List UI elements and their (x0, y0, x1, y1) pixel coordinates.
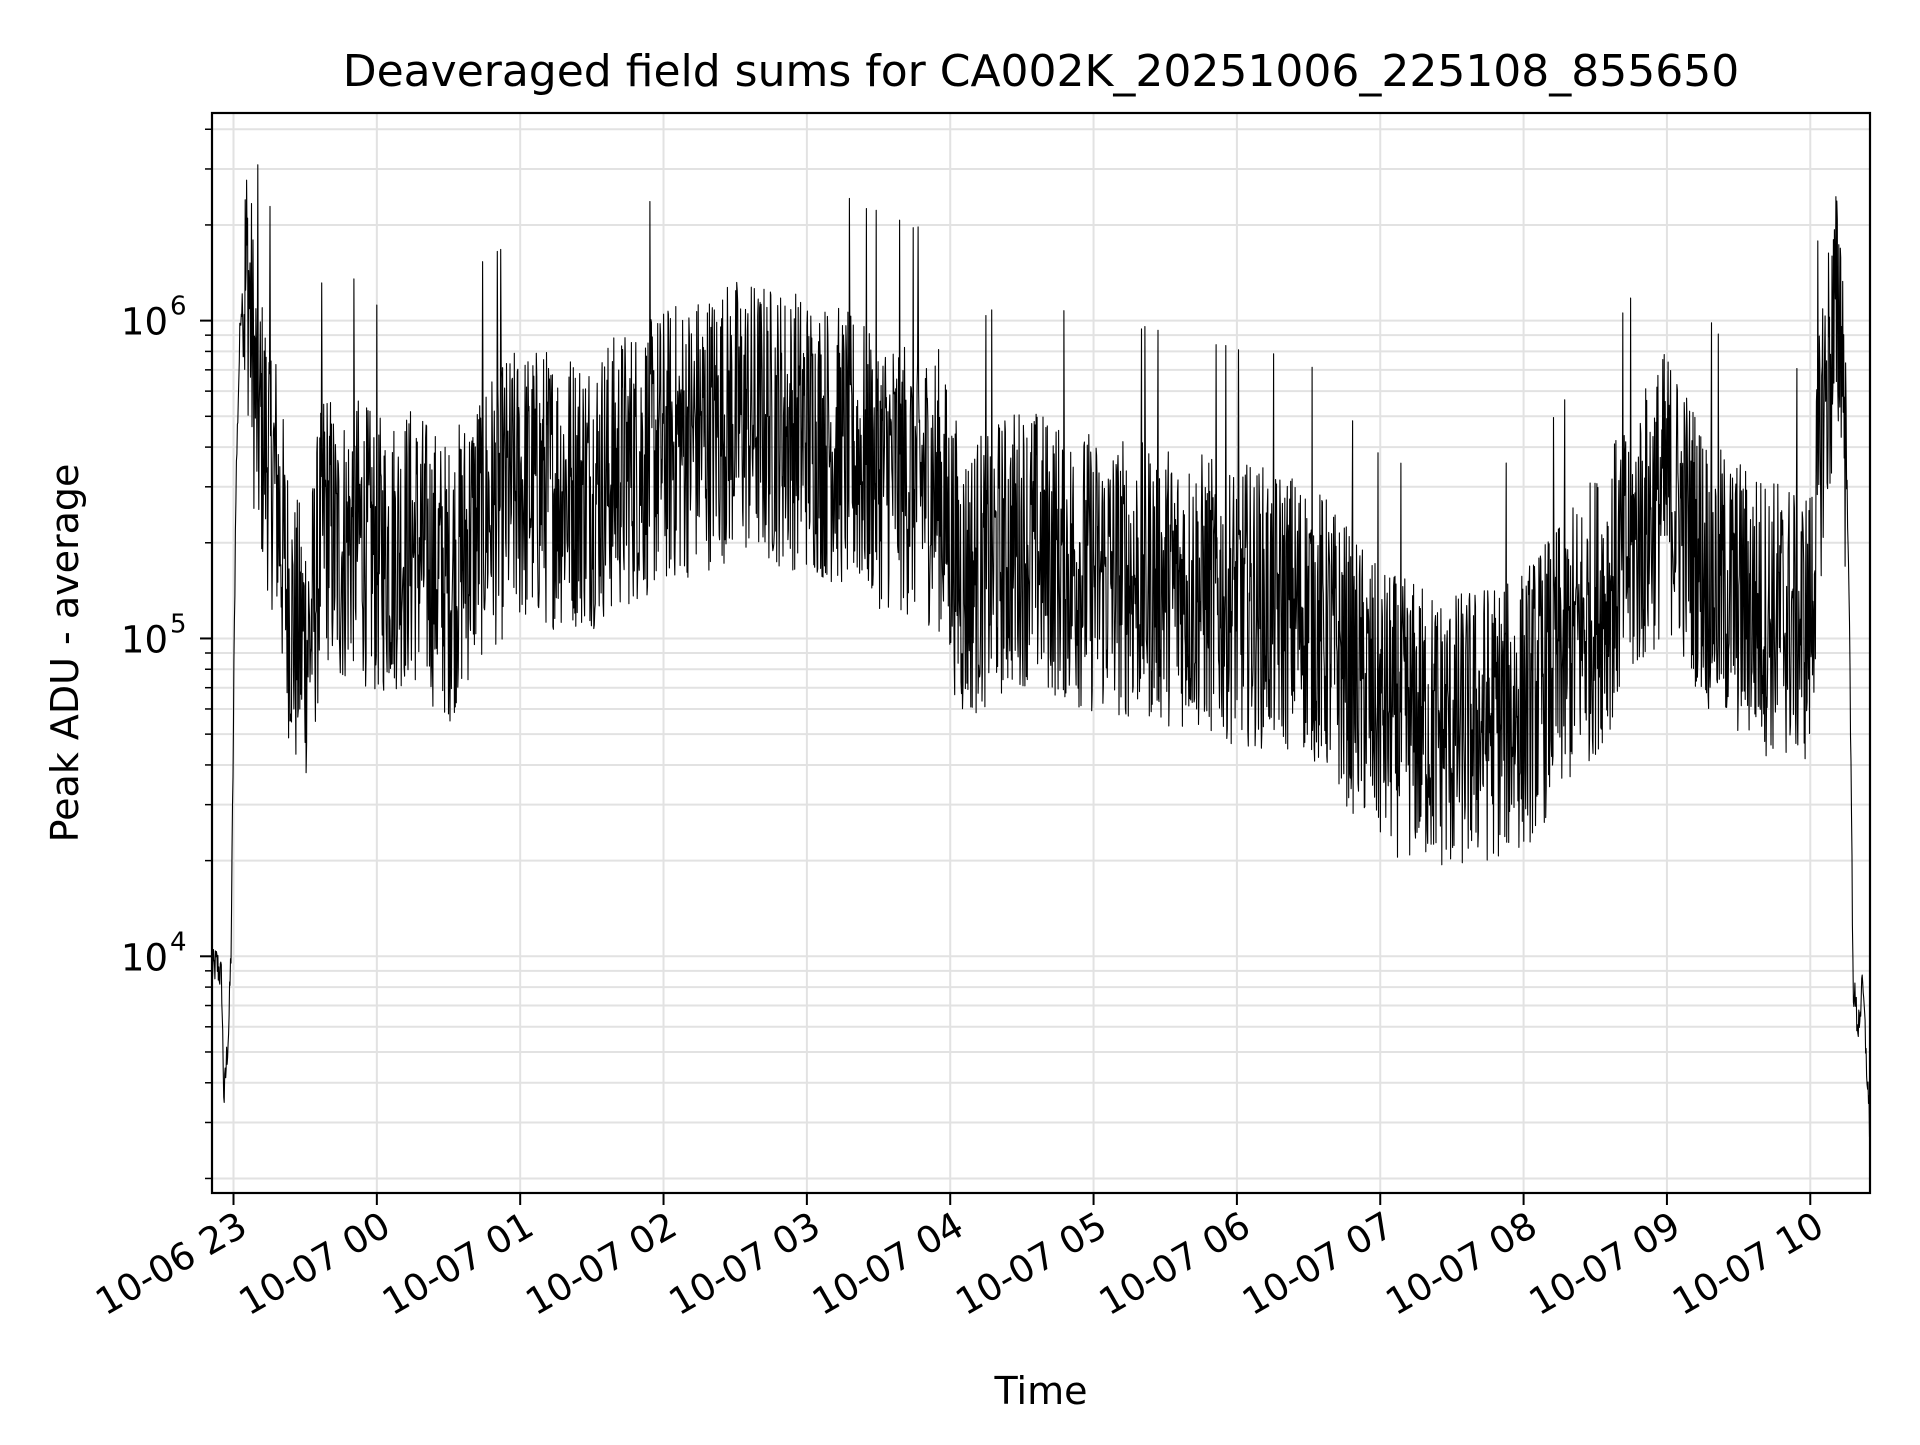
x-tick-label: 10-07 07 (1235, 1204, 1401, 1324)
x-tick-label: 10-07 03 (662, 1204, 828, 1324)
x-tick-label: 10-07 08 (1379, 1204, 1545, 1324)
x-tick-label: 10-06 23 (88, 1204, 254, 1324)
y-tick-label-exponent: 5 (170, 609, 187, 639)
grid-layer (212, 113, 1870, 1193)
y-tick-label-base: 10 (121, 301, 168, 344)
x-tick-label: 10-07 00 (232, 1204, 398, 1324)
y-tick-label-exponent: 4 (170, 927, 187, 957)
x-tick-label: 10-07 01 (375, 1204, 541, 1324)
y-tick-label-base: 10 (121, 618, 168, 661)
series-line (211, 164, 1871, 1138)
x-axis-label: Time (994, 1369, 1088, 1413)
chart-title: Deaveraged field sums for CA002K_2025100… (343, 46, 1740, 97)
line-layer (211, 164, 1871, 1138)
x-tick-label: 10-07 10 (1665, 1204, 1831, 1324)
x-tick-label: 10-07 04 (805, 1204, 971, 1324)
y-tick-label-base: 10 (121, 936, 168, 979)
y-axis-label: Peak ADU - average (43, 464, 87, 843)
x-tick-label: 10-07 09 (1522, 1204, 1688, 1324)
x-tick-label: 10-07 06 (1092, 1204, 1258, 1324)
y-tick-label-exponent: 6 (170, 292, 187, 322)
x-tick-label: 10-07 05 (948, 1204, 1114, 1324)
x-tick-label: 10-07 02 (518, 1204, 684, 1324)
